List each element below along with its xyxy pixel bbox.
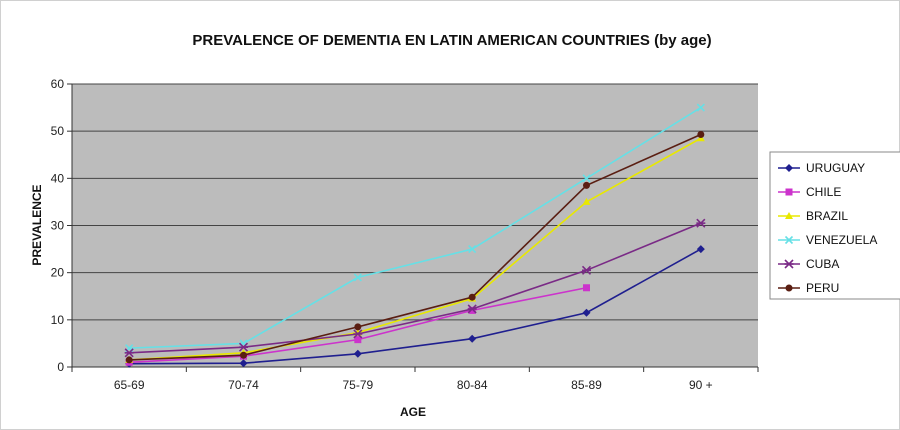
y-tick-label: 20 [51, 266, 65, 280]
legend-item-uruguay: URUGUAY [778, 161, 865, 175]
data-point-uruguay [468, 334, 477, 343]
series-line-cuba [129, 222, 702, 354]
series-line-peru [129, 133, 702, 361]
data-point-peru [697, 130, 705, 138]
y-tick-label: 40 [51, 171, 65, 185]
x-tick-label: 75-79 [342, 378, 373, 392]
data-point-cuba [696, 218, 706, 228]
data-point-peru [354, 323, 362, 331]
series-layer [124, 103, 706, 368]
y-tick-label: 60 [51, 77, 65, 91]
legend-label: URUGUAY [806, 161, 865, 175]
x-tick-label: 80-84 [457, 378, 488, 392]
data-point-peru [468, 293, 476, 301]
legend-swatch-marker [785, 164, 793, 172]
data-point-peru [240, 351, 247, 359]
legend-swatch-marker [784, 259, 794, 269]
x-axis-title: AGE [400, 405, 426, 419]
y-tick-label: 50 [51, 124, 65, 138]
data-point-chile [354, 336, 362, 344]
series-line-brazil [129, 137, 702, 361]
data-point-cuba [467, 304, 477, 314]
series-line-venezuela [129, 106, 702, 349]
x-tick-label: 90 + [689, 378, 713, 392]
legend-item-cuba: CUBA [778, 257, 839, 271]
data-point-uruguay [582, 308, 591, 317]
chart-title: PREVALENCE OF DEMENTIA EN LATIN AMERICAN… [192, 32, 711, 49]
data-point-cuba [353, 329, 363, 339]
legend-label: CUBA [806, 257, 839, 271]
y-tick-label: 0 [57, 360, 64, 374]
data-point-venezuela [468, 245, 477, 254]
grid-lines [71, 83, 758, 368]
legend-swatch-marker [785, 188, 793, 196]
data-point-uruguay [239, 359, 248, 368]
data-point-chile [583, 284, 590, 292]
series-peru [125, 130, 705, 364]
y-tick-label: 10 [51, 313, 65, 327]
data-point-chile [468, 306, 476, 314]
data-point-uruguay [353, 349, 362, 358]
data-point-cuba [581, 265, 592, 275]
series-cuba [124, 218, 706, 358]
data-point-brazil [582, 197, 591, 205]
x-tick-label: 65-69 [114, 378, 145, 392]
data-point-uruguay [696, 245, 705, 254]
data-point-peru [583, 181, 590, 189]
legend-item-brazil: BRAZIL [778, 209, 848, 223]
legend-swatch-marker [785, 284, 793, 292]
legend-item-peru: PERU [778, 281, 839, 295]
x-axis-ticks: 65-69 70-74 75-79 80-84 85-89 90 + [71, 367, 759, 392]
data-point-peru [125, 356, 133, 364]
legend-label: VENEZUELA [806, 233, 877, 247]
legend-box [769, 151, 900, 300]
y-tick-label: 30 [51, 219, 65, 233]
data-point-cuba [238, 342, 249, 352]
x-tick-label: 85-89 [571, 378, 602, 392]
legend-label: CHILE [806, 185, 841, 199]
y-axis-ticks: 0 10 20 30 40 50 60 [51, 77, 72, 374]
legend: URUGUAY CHILE BRAZIL VENEZUELA CUBA PERU [769, 151, 900, 300]
data-point-venezuela [696, 103, 705, 112]
y-axis-title: PREVALENCE [30, 184, 44, 265]
legend-label: PERU [806, 281, 839, 295]
legend-label: BRAZIL [806, 209, 848, 223]
data-point-venezuela [582, 174, 591, 183]
legend-swatch-marker [784, 235, 794, 245]
data-point-venezuela [353, 273, 362, 282]
data-point-cuba [124, 348, 134, 358]
legend-item-chile: CHILE [778, 185, 841, 199]
series-line-uruguay [129, 248, 702, 365]
x-tick-label: 70-74 [228, 378, 259, 392]
legend-swatch-marker [785, 212, 793, 219]
legend-item-venezuela: VENEZUELA [778, 233, 877, 247]
